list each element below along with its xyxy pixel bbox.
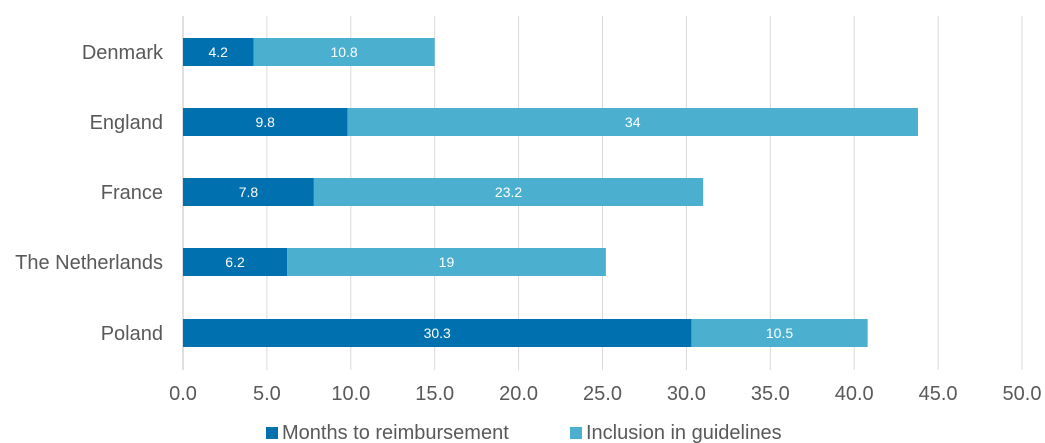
data-label-england-months-to-reimbursement: 9.8 (255, 114, 275, 130)
bar-poland-inclusion-in-guidelines (691, 319, 868, 347)
bar-england-months-to-reimbursement (183, 108, 348, 136)
data-label-france-inclusion-in-guidelines: 23.2 (495, 184, 522, 200)
bar-the-netherlands-months-to-reimbursement (183, 248, 288, 276)
tick-label-50-0: 50.0 (1003, 383, 1042, 405)
data-labels: 4.2 10.8 9.8 34 7.8 23.2 6.2 19 30.3 10.5 (209, 44, 794, 341)
tick-label-10-0: 10.0 (331, 383, 370, 405)
tick-label-25-0: 25.0 (583, 383, 622, 405)
legend-swatch-months-to-reimbursement (266, 427, 278, 439)
legend-label-months-to-reimbursement: Months to reimbursement (282, 422, 509, 443)
tick-label-15-0: 15.0 (415, 383, 454, 405)
tick-label-5-0: 5.0 (253, 383, 281, 405)
bar-the-netherlands-inclusion-in-guidelines (287, 248, 606, 276)
bars (183, 38, 918, 347)
category-label-the-netherlands: The Netherlands (15, 252, 163, 274)
bar-denmark-months-to-reimbursement (183, 38, 254, 66)
data-label-the-netherlands-inclusion-in-guidelines: 19 (439, 254, 455, 270)
bar-denmark-inclusion-in-guidelines (253, 38, 435, 66)
tick-label-40-0: 40.0 (835, 383, 874, 405)
category-label-france: France (101, 182, 163, 204)
tick-label-0-0: 0.0 (169, 383, 197, 405)
data-label-the-netherlands-months-to-reimbursement: 6.2 (225, 254, 245, 270)
data-label-denmark-months-to-reimbursement: 4.2 (209, 44, 229, 60)
tick-label-20-0: 20.0 (499, 383, 538, 405)
data-label-england-inclusion-in-guidelines: 34 (625, 114, 641, 130)
category-label-denmark: Denmark (82, 42, 164, 64)
legend: Months to reimbursement Inclusion in gui… (266, 422, 782, 443)
bar-poland-months-to-reimbursement (183, 319, 692, 347)
data-label-poland-months-to-reimbursement: 30.3 (424, 325, 451, 341)
data-label-denmark-inclusion-in-guidelines: 10.8 (330, 44, 357, 60)
value-axis: 0.0 5.0 10.0 15.0 20.0 25.0 30.0 35.0 40.0 45.0 50… (169, 383, 1041, 405)
bar-france-inclusion-in-guidelines (313, 178, 704, 206)
bar-france-months-to-reimbursement (183, 178, 314, 206)
category-label-england: England (90, 112, 163, 134)
data-label-france-months-to-reimbursement: 7.8 (239, 184, 259, 200)
category-label-poland: Poland (101, 323, 163, 345)
legend-swatch-inclusion-in-guidelines (570, 427, 582, 439)
category-axis: Denmark England France The Netherlands Polan… (15, 42, 164, 345)
bar-england-inclusion-in-guidelines (347, 108, 918, 136)
legend-label-inclusion-in-guidelines: Inclusion in guidelines (586, 422, 782, 443)
tick-label-30-0: 30.0 (667, 383, 706, 405)
tick-label-45-0: 45.0 (919, 383, 958, 405)
data-label-poland-inclusion-in-guidelines: 10.5 (766, 325, 793, 341)
tick-label-35-0: 35.0 (751, 383, 790, 405)
